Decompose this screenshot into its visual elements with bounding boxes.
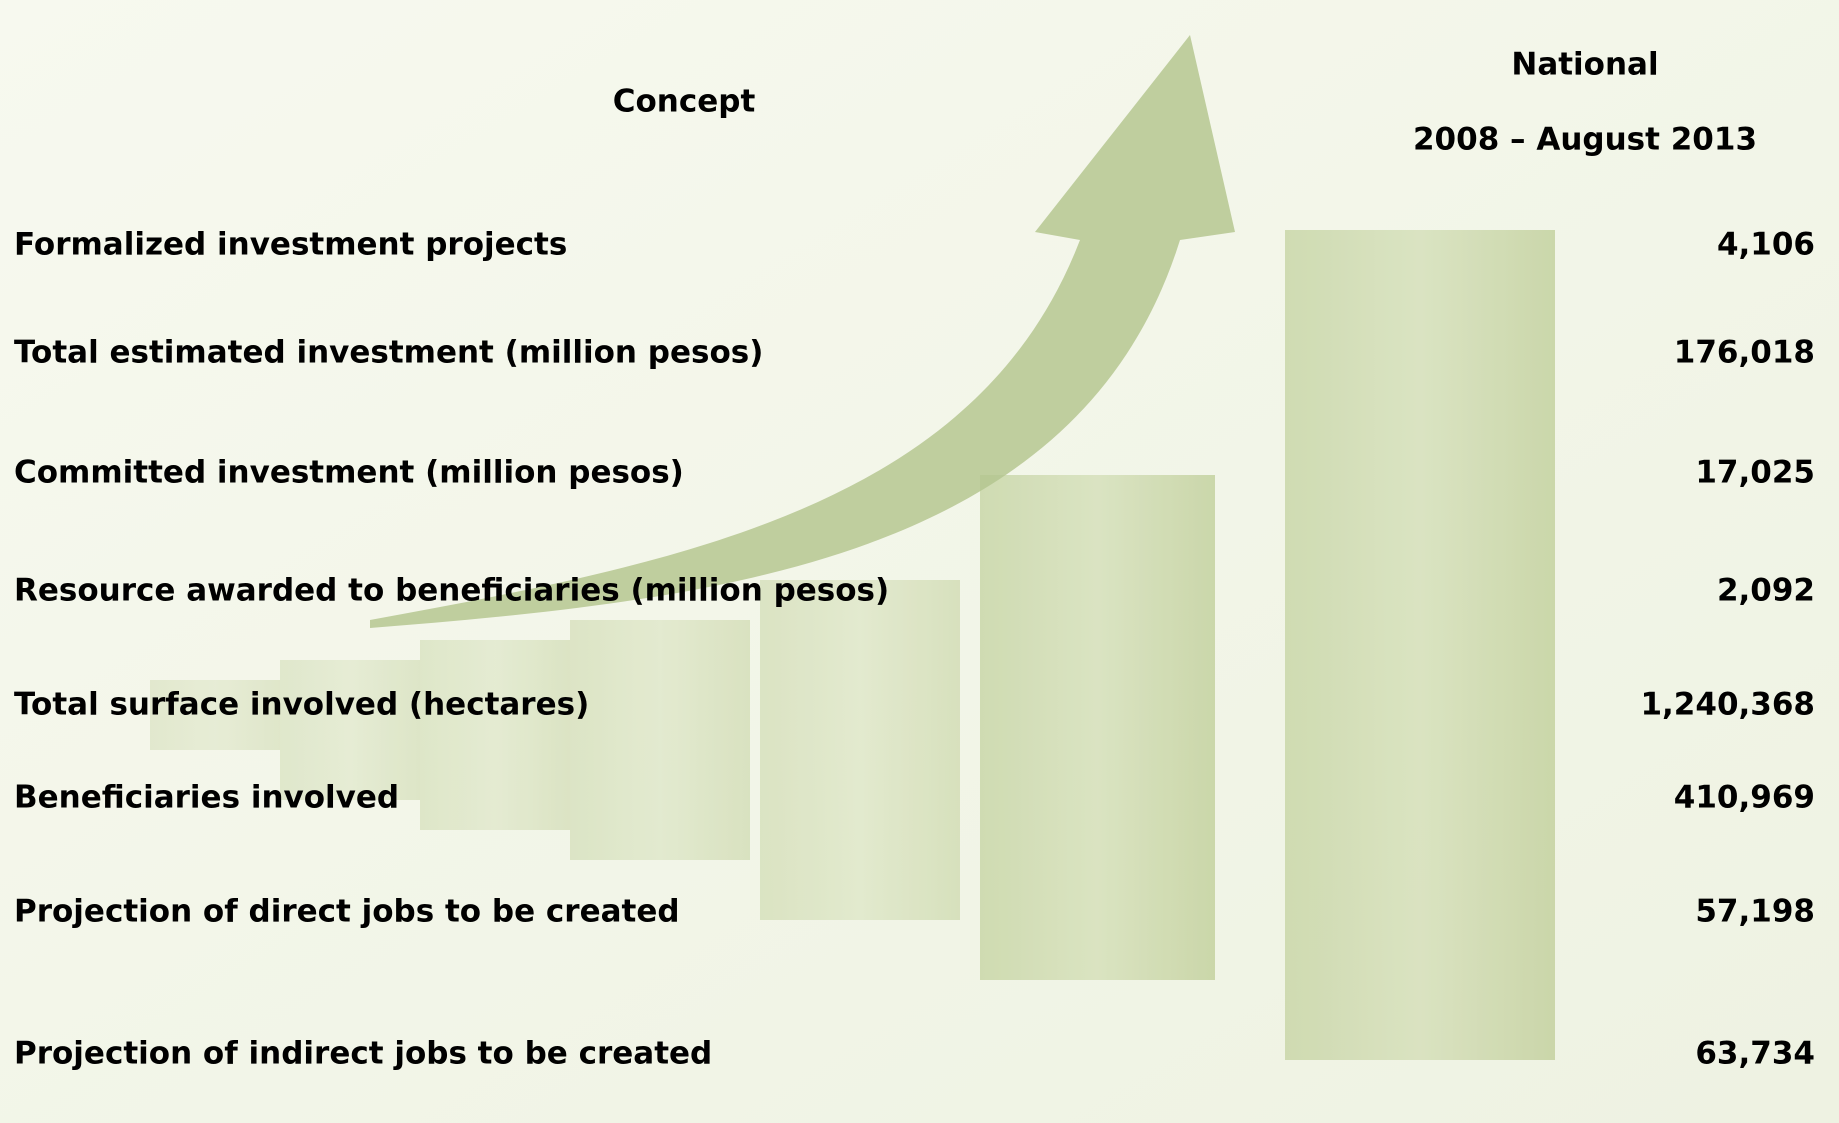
row-value: 410,969 (1674, 780, 1815, 816)
row-label: Beneficiaries involved (14, 780, 399, 816)
decor-chart (150, 35, 1555, 1060)
header-period: 2008 – August 2013 (1413, 122, 1757, 158)
row-value: 2,092 (1717, 573, 1815, 609)
row-value: 63,734 (1695, 1036, 1815, 1072)
row-label: Committed investment (million pesos) (14, 455, 684, 491)
row-label: Resource awarded to beneficiaries (milli… (14, 573, 889, 609)
header-national: National (1511, 47, 1658, 83)
row-value: 4,106 (1717, 227, 1815, 263)
row-label: Total estimated investment (million peso… (14, 335, 763, 371)
row-value: 17,025 (1695, 455, 1815, 491)
row-label: Total surface involved (hectares) (14, 687, 589, 723)
row-value: 176,018 (1674, 335, 1815, 371)
row-value: 57,198 (1695, 894, 1815, 930)
header-concept: Concept (613, 84, 756, 120)
row-label: Projection of indirect jobs to be create… (14, 1036, 712, 1072)
row-label: Projection of direct jobs to be created (14, 894, 680, 930)
row-value: 1,240,368 (1640, 687, 1815, 723)
row-label: Formalized investment projects (14, 227, 567, 263)
